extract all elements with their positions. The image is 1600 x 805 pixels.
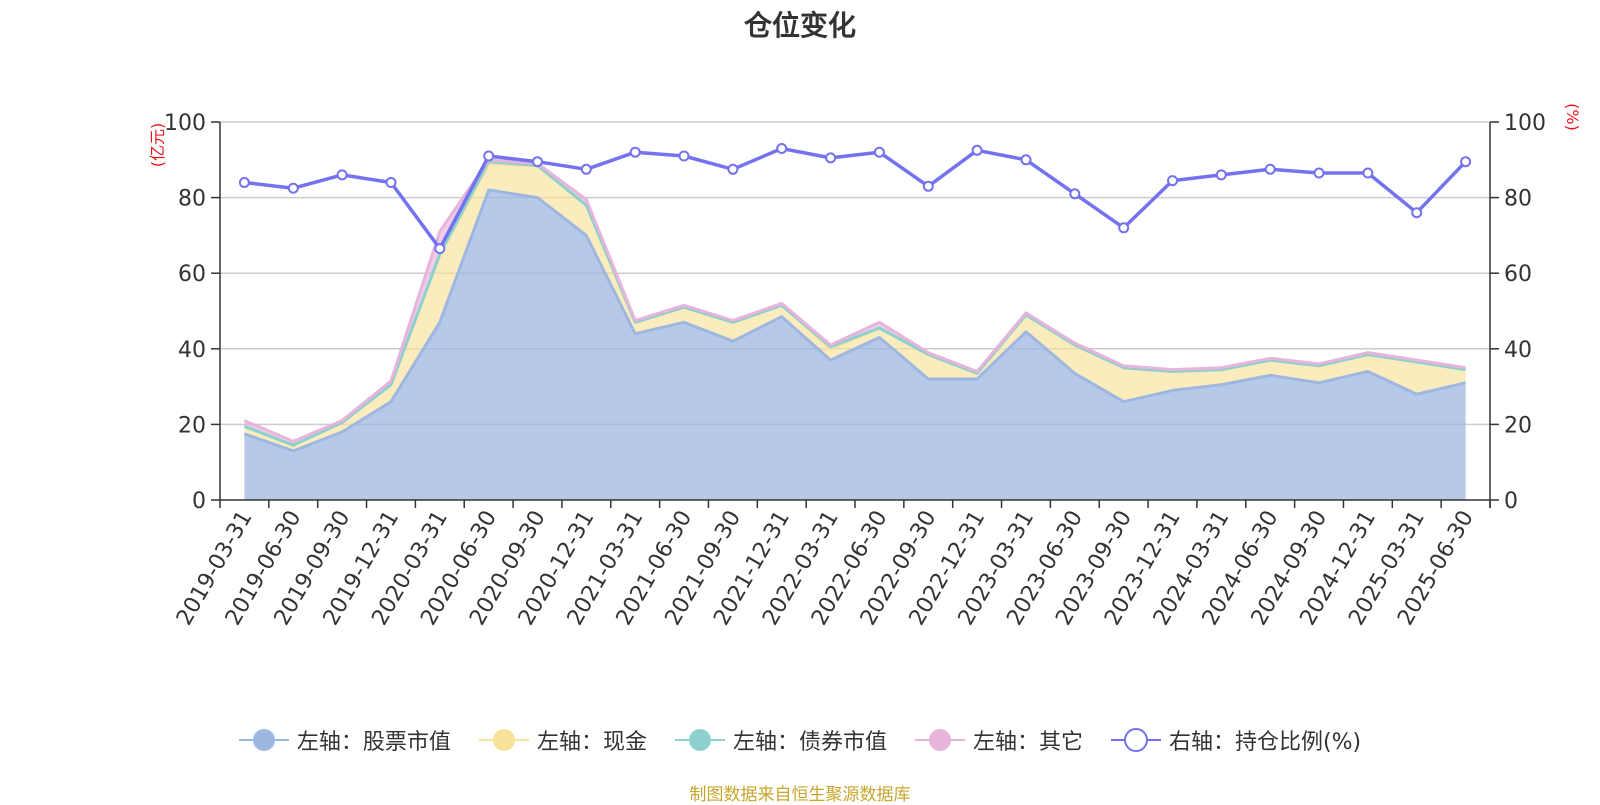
legend-item-other[interactable]: 左轴：其它 [914, 724, 1083, 756]
ratio-point [1069, 188, 1081, 200]
legend-swatch-bond [674, 729, 725, 751]
ratio-point [1118, 222, 1130, 234]
legend-swatch-marker [928, 729, 951, 751]
ratio-point [287, 182, 299, 194]
ratio-point [922, 180, 934, 192]
line-stock [243, 188, 1466, 453]
legend-swatch-other [914, 729, 965, 751]
legend-swatch-marker [688, 729, 711, 751]
ratio-point [629, 146, 641, 158]
legend-swatch-stock [238, 729, 289, 751]
right-axis-tick-label: 80 [1504, 187, 1532, 212]
legend-label: 左轴：其它 [972, 730, 1083, 755]
left-axis-tick-label: 20 [178, 413, 206, 438]
legend-label: 左轴：债券市值 [732, 730, 887, 755]
ratio-point [580, 163, 592, 175]
ratio-point [385, 177, 397, 188]
ratio-point [727, 163, 739, 175]
ratio-point [434, 243, 446, 255]
ratio-point [776, 143, 788, 154]
source-footer: 制图数据来自恒生聚源数据库 [689, 785, 911, 805]
ratio-point [483, 150, 495, 162]
right-axis-unit-label: (%) [1563, 103, 1582, 131]
legend-item-cash[interactable]: 左轴：现金 [478, 724, 647, 756]
ratio-line [244, 146, 1467, 251]
line-bond [243, 160, 1466, 447]
legend-item-bond[interactable]: 左轴：债券市值 [674, 724, 887, 756]
legend-item-ratio[interactable]: 右轴：持仓比例(%) [1110, 724, 1362, 756]
legend-swatch-marker [492, 729, 515, 751]
left-axis-tick-label: 80 [178, 187, 206, 212]
right-axis-tick-label: 0 [1504, 489, 1518, 514]
ratio-point [971, 144, 983, 156]
ratio-point [1362, 167, 1374, 179]
legend-label: 左轴：股票市值 [296, 730, 451, 755]
left-axis-tick-label: 60 [178, 262, 206, 287]
legend-swatch-marker [252, 729, 275, 751]
legend-swatch-cash [478, 729, 529, 751]
ratio-point [873, 146, 885, 158]
ratio-point [1215, 169, 1227, 181]
ratio-point [336, 169, 348, 181]
ratio-point [1020, 154, 1032, 166]
legend-label: 左轴：现金 [536, 730, 647, 755]
ratio-point [825, 152, 837, 164]
legend-label: 右轴：持仓比例(%) [1168, 730, 1362, 755]
left-axis-tick-label: 40 [178, 338, 206, 363]
ratio-point [1167, 175, 1178, 187]
line-other [243, 158, 1466, 443]
ratio-point [1264, 163, 1276, 175]
left-axis-tick-label: 0 [192, 489, 206, 514]
ratio-point [678, 150, 690, 162]
legend-swatch-marker [1123, 728, 1148, 752]
left-axis-tick-label: 100 [164, 111, 206, 136]
ratio-point [1460, 156, 1472, 168]
legend-item-stock[interactable]: 左轴：股票市值 [238, 724, 451, 756]
legend-swatch-ratio [1110, 728, 1161, 752]
chart-title: 仓位变化 [743, 9, 856, 42]
area-cash [244, 163, 1466, 451]
right-axis-tick-label: 20 [1504, 413, 1532, 438]
legend: 左轴：股票市值 左轴：现金 左轴：债券市值 左轴：其它 右轴：持仓比例(%) [0, 722, 1600, 758]
area-stock [244, 190, 1466, 500]
left-axis-unit-label: (亿元) [148, 123, 167, 168]
ratio-point [1411, 207, 1423, 219]
ratio-point [532, 156, 543, 168]
right-axis-tick-label: 100 [1504, 111, 1546, 136]
ratio-point [1313, 167, 1325, 179]
right-axis-tick-label: 60 [1504, 262, 1532, 287]
right-axis-tick-label: 40 [1504, 338, 1532, 363]
ratio-point [238, 177, 250, 188]
